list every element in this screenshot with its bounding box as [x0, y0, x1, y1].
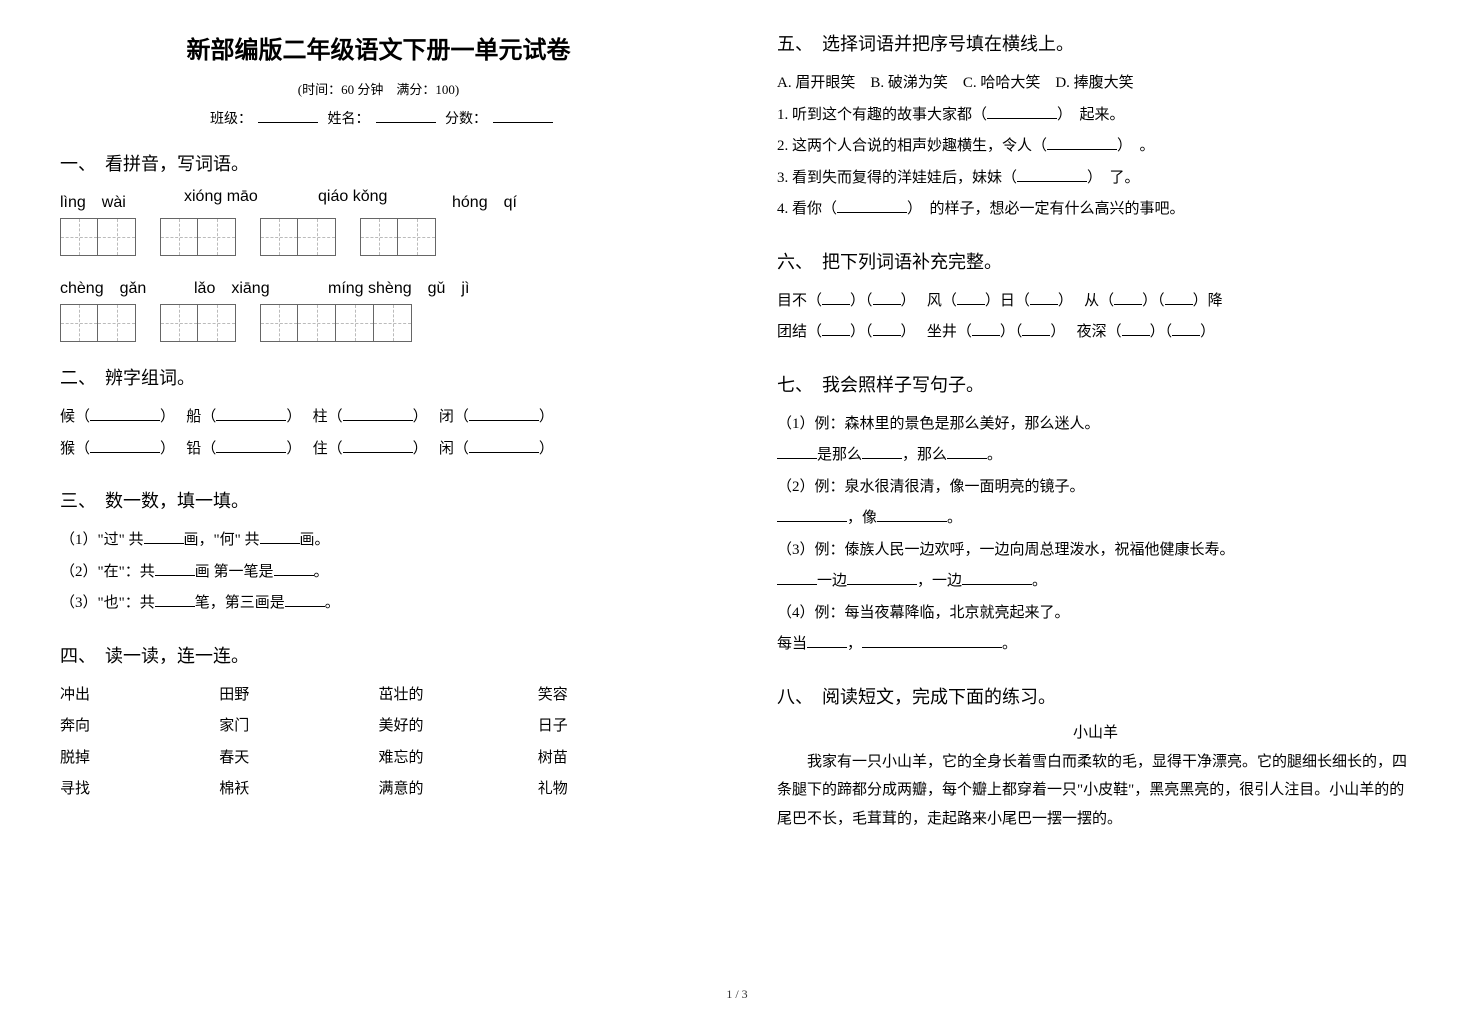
tianzige-row-1	[60, 218, 697, 256]
pinyin-2-1: chèng gǎn	[60, 274, 170, 298]
pinyin-1-1: lìng wài	[60, 188, 160, 212]
pinyin-1-2: xióng māo	[184, 188, 294, 212]
score-label: 分数：	[445, 112, 487, 127]
left-column: 新部编版二年级语文下册一单元试卷 (时间：60 分钟 满分：100) 班级： 姓…	[60, 30, 697, 833]
pinyin-1-3: qiáo kǒng	[318, 188, 428, 212]
tianzige-row-2	[60, 304, 697, 342]
tianzige-1-1	[60, 218, 136, 256]
buchong-row-2: 团结（）（） 坐井（）（） 夜深（）（）	[777, 317, 1414, 349]
name-label: 姓名：	[328, 112, 370, 127]
xuanze-options: A. 眉开眼笑 B. 破涕为笑 C. 哈哈大笑 D. 捧腹大笑	[777, 68, 1414, 100]
bz-2-2: 铅	[186, 441, 201, 457]
section-8-heading: 八、 阅读短文，完成下面的练习。	[777, 683, 1414, 709]
juzi-e3-fill: 一边，一边。	[777, 566, 1414, 598]
match-row-3: 脱掉 春天 难忘的 树苗	[60, 743, 697, 775]
juzi-e1-fill: 是那么，那么。	[777, 440, 1414, 472]
right-column: 五、 选择词语并把序号填在横线上。 A. 眉开眼笑 B. 破涕为笑 C. 哈哈大…	[777, 30, 1414, 833]
tianzige-2-3	[260, 304, 412, 342]
section-7-heading: 七、 我会照样子写句子。	[777, 371, 1414, 397]
match-row-1: 冲出 田野 茁壮的 笑容	[60, 680, 697, 712]
tianzige-2-2	[160, 304, 236, 342]
reading-paragraph: 我家有一只小山羊，它的全身长着雪白而柔软的毛，显得干净漂亮。它的腿细长细长的，四…	[777, 748, 1414, 834]
xuanze-q2: 2. 这两个人合说的相声妙趣横生，令人（） 。	[777, 131, 1414, 163]
shuyishu-1: （1）"过" 共画，"何" 共画。	[60, 525, 697, 557]
juzi-e1: （1）例：森林里的景色是那么美好，那么迷人。	[777, 409, 1414, 441]
shuyishu-2: （2）"在"：共画 第一笔是。	[60, 557, 697, 589]
section-5-heading: 五、 选择词语并把序号填在横线上。	[777, 30, 1414, 56]
bz-1-1: 候	[60, 409, 75, 425]
bz-2-4: 闲	[439, 441, 454, 457]
bz-1-3: 柱	[313, 409, 328, 425]
section-3-heading: 三、 数一数，填一填。	[60, 487, 697, 513]
reading-subtitle: 小山羊	[777, 721, 1414, 742]
score-blank	[493, 109, 553, 123]
juzi-e2-fill: ，像。	[777, 503, 1414, 535]
bz-1-4: 闭	[439, 409, 454, 425]
xuanze-q3: 3. 看到失而复得的洋娃娃后，妹妹（） 了。	[777, 163, 1414, 195]
bz-2-3: 住	[313, 441, 328, 457]
bz-1-2: 船	[186, 409, 201, 425]
pinyin-1-4: hóng qí	[452, 188, 552, 212]
shuyishu-3: （3）"也"：共笔，第三画是。	[60, 588, 697, 620]
tianzige-1-3	[260, 218, 336, 256]
pinyin-row-1: lìng wài xióng māo qiáo kǒng hóng qí	[60, 188, 697, 212]
juzi-e4-fill: 每当，。	[777, 629, 1414, 661]
match-row-2: 奔向 家门 美好的 日子	[60, 711, 697, 743]
buchong-row-1: 目不（）（） 风（）日（） 从（）（）降	[777, 286, 1414, 318]
section-6-heading: 六、 把下列词语补充完整。	[777, 248, 1414, 274]
pinyin-row-2: chèng gǎn lǎo xiāng míng shèng gǔ jì	[60, 274, 697, 298]
pinyin-2-2: lǎo xiāng	[194, 274, 304, 298]
exam-meta: (时间：60 分钟 满分：100)	[60, 79, 697, 98]
match-row-4: 寻找 棉袄 满意的 礼物	[60, 774, 697, 806]
match-table: 冲出 田野 茁壮的 笑容 奔向 家门 美好的 日子 脱掉 春天 难忘的 树苗 寻…	[60, 680, 697, 806]
tianzige-2-1	[60, 304, 136, 342]
bianzi-row-1: 候（） 船（） 柱（） 闭（）	[60, 402, 697, 434]
class-label: 班级：	[210, 112, 252, 127]
juzi-e4: （4）例：每当夜幕降临，北京就亮起来了。	[777, 598, 1414, 630]
exam-title: 新部编版二年级语文下册一单元试卷	[60, 30, 697, 65]
section-2-heading: 二、 辨字组词。	[60, 364, 697, 390]
name-blank	[376, 109, 436, 123]
section-4-heading: 四、 读一读，连一连。	[60, 642, 697, 668]
pinyin-2-3: míng shèng gǔ jì	[328, 274, 518, 298]
juzi-e2: （2）例：泉水很清很清，像一面明亮的镜子。	[777, 472, 1414, 504]
xuanze-q4: 4. 看你（） 的样子，想必一定有什么高兴的事吧。	[777, 194, 1414, 226]
page-footer: 1 / 3	[0, 987, 1474, 1002]
bz-2-1: 猴	[60, 441, 75, 457]
class-blank	[258, 109, 318, 123]
bianzi-row-2: 猴（） 铅（） 住（） 闲（）	[60, 434, 697, 466]
tianzige-1-2	[160, 218, 236, 256]
section-1-heading: 一、 看拼音，写词语。	[60, 150, 697, 176]
info-line: 班级： 姓名： 分数：	[60, 108, 697, 128]
tianzige-1-4	[360, 218, 436, 256]
juzi-e3: （3）例：傣族人民一边欢呼，一边向周总理泼水，祝福他健康长寿。	[777, 535, 1414, 567]
xuanze-q1: 1. 听到这个有趣的故事大家都（） 起来。	[777, 100, 1414, 132]
